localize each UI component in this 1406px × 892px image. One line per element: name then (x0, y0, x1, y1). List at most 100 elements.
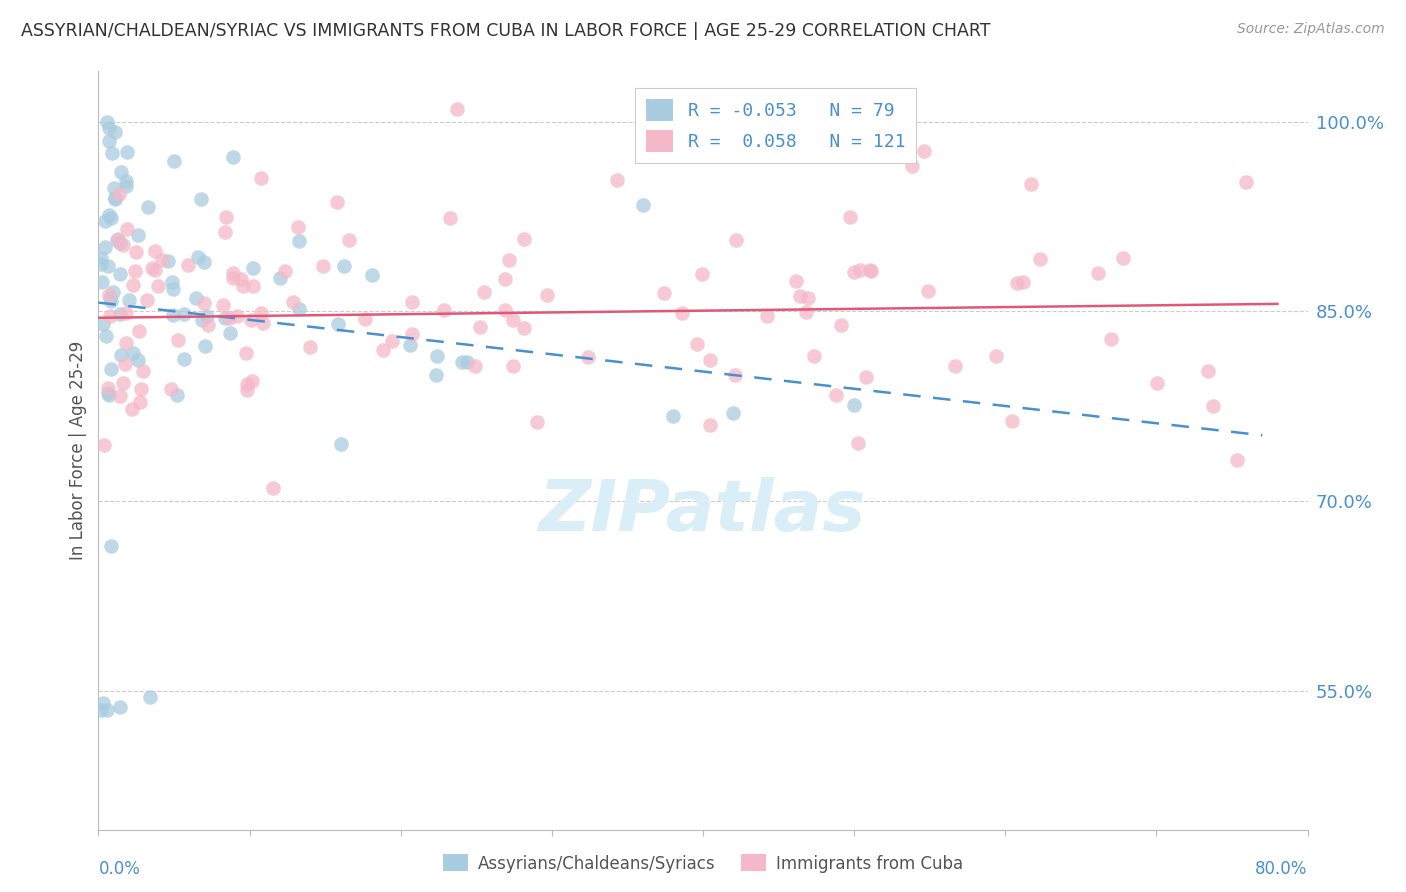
Point (218, 311, 240, 326)
Point (101, 285, 124, 299)
Point (98, 309, 121, 323)
Point (100, 362, 122, 376)
Point (502, 313, 524, 327)
Point (329, 437, 352, 451)
Point (1099, 332, 1122, 346)
Point (274, 264, 297, 278)
Point (1111, 251, 1133, 265)
Point (226, 310, 249, 324)
Point (360, 268, 382, 282)
Point (100, 540, 122, 554)
Point (456, 355, 478, 369)
Point (96, 115, 118, 129)
Point (311, 259, 333, 273)
Point (167, 333, 190, 347)
Point (184, 291, 207, 305)
Point (90, 702, 112, 716)
Point (250, 170, 273, 185)
Point (121, 401, 143, 416)
Point (111, 237, 134, 252)
Point (984, 349, 1007, 363)
Point (97, 259, 120, 273)
Point (287, 234, 309, 248)
Point (1001, 414, 1024, 428)
Point (93, 239, 115, 253)
Point (129, 395, 152, 409)
Point (794, 305, 817, 319)
Point (107, 232, 129, 246)
Point (222, 270, 245, 285)
Point (108, 236, 131, 251)
Point (212, 298, 235, 312)
Point (128, 324, 150, 338)
Point (328, 318, 350, 332)
Point (1234, 175, 1257, 189)
Point (108, 700, 131, 714)
Point (90, 251, 112, 265)
Point (232, 278, 254, 293)
Point (114, 306, 136, 320)
Point (136, 200, 159, 214)
Text: 80.0%: 80.0% (1256, 860, 1308, 878)
Point (104, 191, 127, 205)
Point (844, 398, 866, 412)
Point (690, 268, 713, 282)
Point (122, 278, 145, 293)
Point (1197, 364, 1219, 378)
Point (173, 307, 195, 321)
Point (162, 275, 184, 289)
Point (125, 244, 148, 259)
Point (785, 274, 807, 288)
Point (725, 234, 748, 248)
Point (1201, 399, 1223, 413)
Legend: Assyrians/Chaldeans/Syriacs, Immigrants from Cuba: Assyrians/Chaldeans/Syriacs, Immigrants … (436, 847, 970, 880)
Point (148, 278, 170, 293)
Text: 0.0%: 0.0% (98, 860, 141, 878)
Point (190, 192, 212, 206)
Point (110, 165, 132, 179)
Point (197, 318, 219, 332)
Point (115, 222, 138, 236)
Point (797, 292, 820, 306)
Point (97, 388, 120, 402)
Point (252, 316, 274, 330)
Point (1019, 178, 1042, 192)
Text: Source: ZipAtlas.com: Source: ZipAtlas.com (1237, 22, 1385, 37)
Point (135, 293, 157, 307)
Point (250, 306, 273, 320)
Point (132, 364, 155, 378)
Point (513, 231, 536, 245)
Point (236, 383, 259, 397)
Point (373, 343, 395, 358)
Legend: R = -0.053   N = 79, R =  0.058   N = 121: R = -0.053 N = 79, R = 0.058 N = 121 (636, 88, 915, 162)
Point (353, 311, 375, 326)
Point (104, 192, 127, 206)
Point (97, 386, 120, 401)
Point (860, 264, 883, 278)
Point (576, 350, 599, 364)
Point (240, 374, 263, 388)
Point (90, 257, 112, 271)
Point (90, 275, 112, 289)
Point (160, 382, 183, 396)
Point (631, 198, 654, 212)
Point (281, 294, 304, 309)
Point (855, 370, 877, 384)
Point (513, 320, 536, 334)
Point (943, 359, 966, 373)
Point (287, 220, 309, 235)
Point (127, 228, 149, 243)
Point (846, 435, 869, 450)
Point (187, 250, 209, 264)
Point (494, 272, 516, 286)
Point (214, 225, 236, 239)
Point (671, 305, 693, 319)
Point (494, 303, 516, 318)
Point (97, 381, 120, 395)
Point (129, 383, 152, 397)
Point (789, 289, 811, 303)
Point (859, 263, 882, 277)
Point (502, 359, 524, 373)
Point (401, 295, 423, 310)
Point (100, 291, 122, 305)
